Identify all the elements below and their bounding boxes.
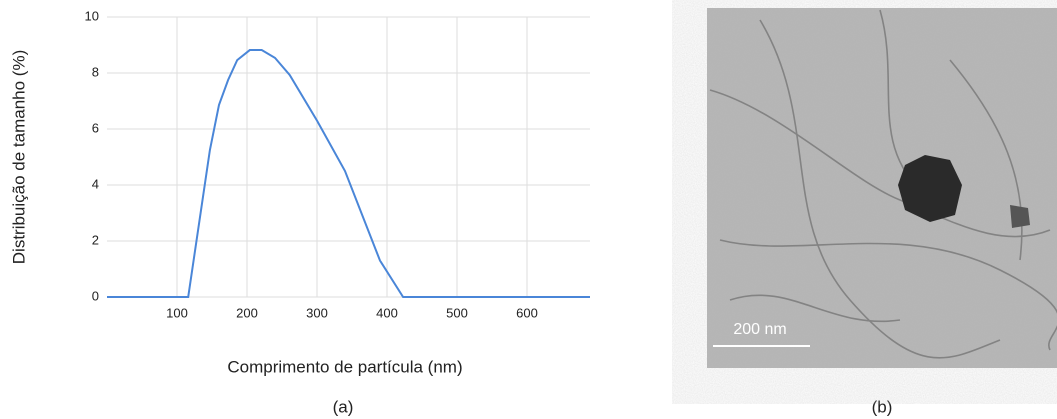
x-tick-label: 600 [516, 305, 538, 320]
y-tick-label: 0 [92, 288, 99, 303]
line [107, 50, 590, 297]
image-texture [707, 8, 1057, 368]
caption: (a) [333, 397, 354, 416]
y-tick-label: 4 [92, 176, 99, 191]
y-tick-label: 10 [85, 8, 99, 23]
x-tick-label: 500 [446, 305, 468, 320]
particle [1010, 205, 1030, 228]
figure: Comprimento de partícula (nm) Distribuiç… [0, 0, 1057, 419]
y-tick-label: 2 [92, 232, 99, 247]
x-tick-label: 300 [306, 305, 328, 320]
scale-bar-label: 200 nm [733, 321, 786, 338]
y-tick-label: 6 [92, 120, 99, 135]
y-tick-label: 8 [92, 64, 99, 79]
caption: (b) [872, 397, 893, 416]
x-tick-label: 400 [376, 305, 398, 320]
y-axis-label: Distribuição de tamanho (%) [9, 50, 28, 264]
x-axis-label: Comprimento de partícula (nm) [227, 357, 462, 376]
x-tick-label: 200 [236, 305, 258, 320]
micrograph: 200 nm [707, 8, 1057, 368]
x-tick-label: 100 [166, 305, 188, 320]
